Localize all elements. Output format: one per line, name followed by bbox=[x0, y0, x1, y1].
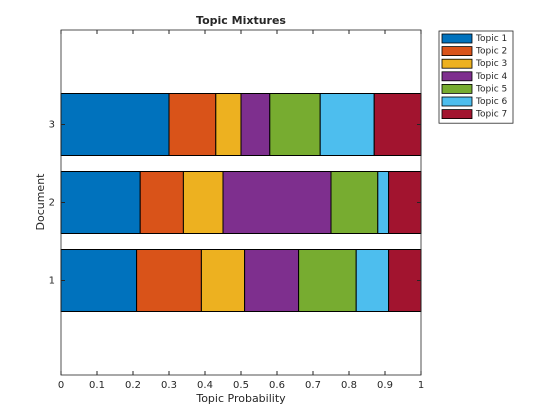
bar-segment bbox=[182, 171, 224, 234]
legend-swatch bbox=[441, 71, 473, 82]
x-tick-label: 0.6 bbox=[269, 380, 285, 391]
x-tick-label: 1 bbox=[418, 380, 424, 391]
legend-label: Topic 6 bbox=[475, 97, 507, 107]
bar-segment bbox=[222, 171, 332, 234]
x-tick-label: 0.2 bbox=[125, 380, 141, 391]
bar-segment bbox=[215, 93, 242, 156]
bar-segment bbox=[388, 249, 422, 312]
y-tick-label: 2 bbox=[49, 198, 55, 209]
bar-segment bbox=[330, 171, 379, 234]
x-tick-label: 0.7 bbox=[305, 380, 321, 391]
y-axis-label: Document bbox=[34, 173, 47, 231]
bar-segment bbox=[377, 171, 390, 234]
legend-swatch bbox=[441, 84, 473, 94]
chart-title: Topic Mixtures bbox=[196, 14, 286, 27]
bar-segment bbox=[319, 93, 375, 156]
x-tick-label: 0.5 bbox=[233, 380, 249, 391]
bar-segment bbox=[60, 249, 138, 312]
x-tick-label: 0.3 bbox=[161, 380, 177, 391]
y-tick-label: 3 bbox=[49, 120, 55, 131]
x-tick-label: 0.9 bbox=[377, 380, 393, 391]
bar-segment bbox=[388, 171, 422, 234]
x-axis-label: Topic Probability bbox=[195, 392, 286, 405]
bar-segment bbox=[355, 249, 390, 312]
y-tick-label: 1 bbox=[49, 276, 55, 287]
bar-segment bbox=[244, 249, 300, 312]
bar-segment bbox=[298, 249, 357, 312]
legend-swatch bbox=[441, 33, 473, 44]
bar-segment bbox=[136, 249, 202, 312]
x-tick-label: 0.4 bbox=[197, 380, 213, 391]
x-tick-label: 0.1 bbox=[89, 380, 105, 391]
bar-segment bbox=[240, 93, 271, 156]
legend-swatch bbox=[441, 96, 473, 107]
bar-segment bbox=[168, 93, 217, 156]
legend-label: Topic 4 bbox=[475, 72, 507, 82]
legend-label: Topic 5 bbox=[475, 84, 507, 94]
bar-segment bbox=[139, 171, 184, 234]
legend-label: Topic 1 bbox=[475, 34, 507, 44]
bar-segment bbox=[200, 249, 246, 312]
bar-segment bbox=[373, 93, 422, 156]
bar-segment bbox=[60, 171, 141, 234]
legend-swatch bbox=[441, 109, 473, 119]
legend-label: Topic 2 bbox=[475, 47, 507, 57]
legend-swatch bbox=[441, 46, 473, 56]
bar-segment bbox=[60, 93, 170, 156]
bar-segment bbox=[269, 93, 321, 156]
x-tick-label: 0.8 bbox=[341, 380, 357, 391]
x-tick-label: 0 bbox=[58, 380, 64, 391]
legend: Topic 1 Topic 2 Topic 3 Topic 4 Topic 5 Topic… bbox=[438, 30, 514, 124]
legend-swatch bbox=[441, 58, 473, 69]
legend-label: Topic 7 bbox=[475, 110, 507, 120]
legend-label: Topic 3 bbox=[475, 59, 507, 69]
